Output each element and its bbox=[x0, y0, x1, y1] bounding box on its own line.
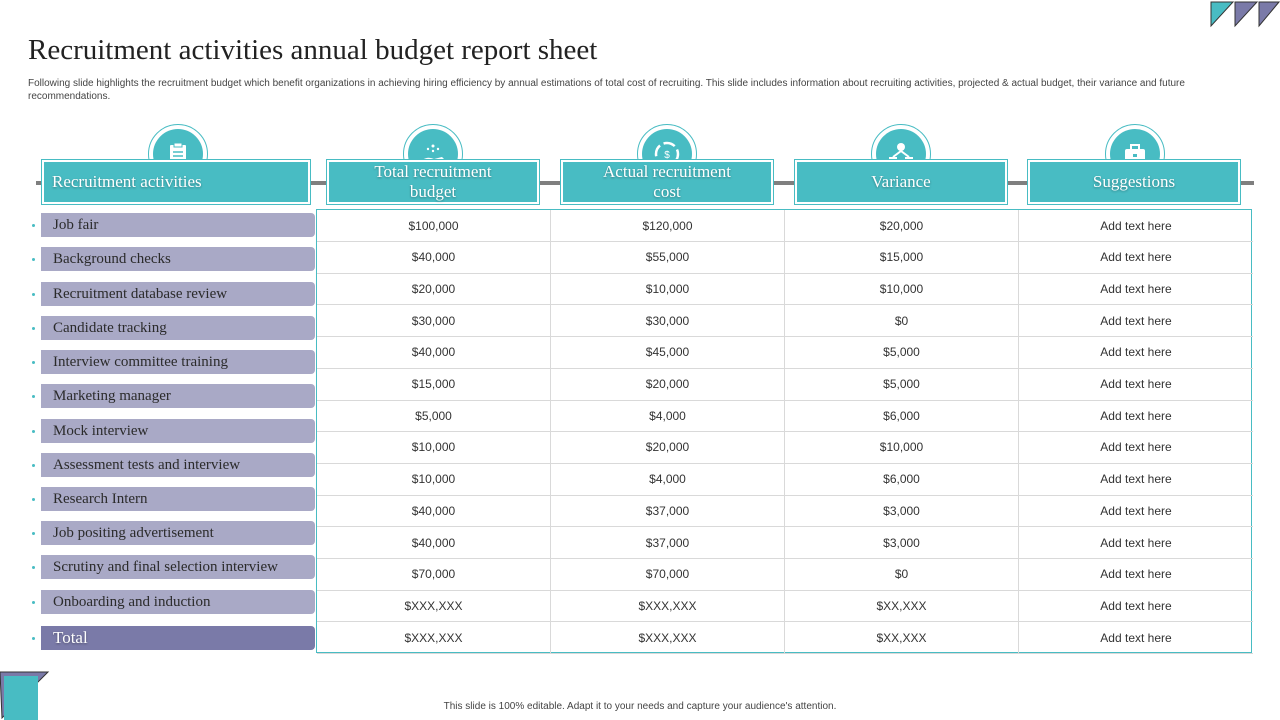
actual-cost-cell: $4,000 bbox=[551, 463, 785, 496]
row-bullet bbox=[32, 498, 35, 501]
suggestion-cell[interactable]: Add text here bbox=[1019, 369, 1253, 401]
budget-cell: $10,000 bbox=[317, 431, 551, 464]
row-bullet bbox=[32, 395, 35, 398]
row-bullet bbox=[32, 430, 35, 433]
variance-cell: $10,000 bbox=[785, 273, 1019, 306]
budget-cell: $40,000 bbox=[317, 495, 551, 528]
budget-cell: $5,000 bbox=[317, 400, 551, 433]
page-description: Following slide highlights the recruitme… bbox=[28, 78, 1185, 102]
activity-label: Research Intern bbox=[41, 487, 315, 511]
actual-cost-cell: $4,000 bbox=[551, 400, 785, 433]
variance-cell: $0 bbox=[785, 558, 1019, 591]
suggestion-cell[interactable]: Add text here bbox=[1019, 622, 1253, 655]
svg-text:$: $ bbox=[664, 150, 670, 161]
activity-label: Mock interview bbox=[41, 419, 315, 443]
budget-cell: $100,000 bbox=[317, 210, 551, 242]
header-variance: Variance bbox=[794, 159, 1008, 205]
variance-cell: $15,000 bbox=[785, 241, 1019, 274]
actual-cost-cell: $XXX,XXX bbox=[551, 590, 785, 623]
variance-cell: $10,000 bbox=[785, 431, 1019, 464]
suggestion-cell[interactable]: Add text here bbox=[1019, 337, 1253, 369]
variance-cell: $XX,XXX bbox=[785, 622, 1019, 655]
corner-decoration-icon bbox=[1210, 1, 1280, 28]
actual-cost-cell: $20,000 bbox=[551, 431, 785, 464]
budget-cell: $15,000 bbox=[317, 368, 551, 401]
suggestion-cell[interactable]: Add text here bbox=[1019, 210, 1253, 242]
activity-label: Scrutiny and final selection interview bbox=[41, 555, 315, 579]
budget-table: $100,000 $120,000 $20,000 Add text here $40,… bbox=[316, 209, 1253, 655]
row-bullet bbox=[32, 327, 35, 330]
activity-label: Marketing manager bbox=[41, 384, 315, 408]
row-bullet bbox=[32, 224, 35, 227]
total-label: Total bbox=[41, 626, 315, 650]
variance-cell: $0 bbox=[785, 305, 1019, 338]
suggestion-cell[interactable]: Add text here bbox=[1019, 242, 1253, 274]
header-actual-cost: Actual recruitment cost bbox=[560, 159, 774, 205]
header-recruitment-activities: Recruitment activities bbox=[41, 159, 311, 205]
row-bullet bbox=[32, 464, 35, 467]
activity-label: Onboarding and induction bbox=[41, 590, 315, 614]
budget-cell: $70,000 bbox=[317, 558, 551, 591]
header-total-budget-label: Total recruitment budget bbox=[374, 162, 492, 201]
suggestion-cell[interactable]: Add text here bbox=[1019, 305, 1253, 338]
budget-cell: $20,000 bbox=[317, 273, 551, 306]
actual-cost-cell: $45,000 bbox=[551, 336, 785, 369]
budget-cell: $XXX,XXX bbox=[317, 590, 551, 623]
row-bullet bbox=[32, 566, 35, 569]
row-bullet bbox=[32, 532, 35, 535]
suggestion-cell[interactable]: Add text here bbox=[1019, 273, 1253, 306]
page-title: Recruitment activities annual budget rep… bbox=[28, 34, 598, 66]
suggestion-cell[interactable]: Add text here bbox=[1019, 464, 1253, 496]
budget-cell: $30,000 bbox=[317, 305, 551, 338]
actual-cost-cell: $20,000 bbox=[551, 368, 785, 401]
header-suggestions: Suggestions bbox=[1027, 159, 1241, 205]
actual-cost-cell: $30,000 bbox=[551, 305, 785, 338]
suggestion-cell[interactable]: Add text here bbox=[1019, 527, 1253, 559]
suggestion-cell[interactable]: Add text here bbox=[1019, 590, 1253, 623]
activity-label: Assessment tests and interview bbox=[41, 453, 315, 477]
variance-cell: $3,000 bbox=[785, 527, 1019, 559]
variance-cell: $5,000 bbox=[785, 368, 1019, 401]
suggestion-cell[interactable]: Add text here bbox=[1019, 432, 1253, 464]
activity-label: Job positing advertisement bbox=[41, 521, 315, 545]
actual-cost-cell: $120,000 bbox=[551, 210, 785, 242]
row-bullet bbox=[32, 601, 35, 604]
budget-cell: $40,000 bbox=[317, 527, 551, 559]
actual-cost-cell: $37,000 bbox=[551, 527, 785, 559]
actual-cost-cell: $55,000 bbox=[551, 241, 785, 274]
corner-decoration-icon bbox=[0, 671, 50, 720]
header-actual-cost-label: Actual recruitment cost bbox=[603, 162, 731, 201]
variance-cell: $6,000 bbox=[785, 463, 1019, 496]
suggestion-cell[interactable]: Add text here bbox=[1019, 400, 1253, 433]
variance-cell: $3,000 bbox=[785, 495, 1019, 528]
actual-cost-cell: $10,000 bbox=[551, 273, 785, 306]
budget-cell: $40,000 bbox=[317, 336, 551, 369]
header-total-budget: Total recruitment budget bbox=[326, 159, 540, 205]
variance-cell: $5,000 bbox=[785, 336, 1019, 369]
footer-note: This slide is 100% editable. Adapt it to… bbox=[443, 701, 837, 712]
row-bullet bbox=[32, 361, 35, 364]
activity-label: Candidate tracking bbox=[41, 316, 315, 340]
row-bullet bbox=[32, 258, 35, 261]
variance-cell: $20,000 bbox=[785, 210, 1019, 242]
actual-cost-cell: $XXX,XXX bbox=[551, 622, 785, 655]
budget-cell: $10,000 bbox=[317, 463, 551, 496]
suggestion-cell[interactable]: Add text here bbox=[1019, 495, 1253, 528]
actual-cost-cell: $37,000 bbox=[551, 495, 785, 528]
activity-label: Background checks bbox=[41, 247, 315, 271]
variance-cell: $XX,XXX bbox=[785, 590, 1019, 623]
budget-cell: $40,000 bbox=[317, 241, 551, 274]
row-bullet bbox=[32, 293, 35, 296]
row-bullet bbox=[32, 637, 35, 640]
activity-label: Job fair bbox=[41, 213, 315, 237]
activity-label: Interview committee training bbox=[41, 350, 315, 374]
budget-cell: $XXX,XXX bbox=[317, 622, 551, 655]
activity-label: Recruitment database review bbox=[41, 282, 315, 306]
suggestion-cell[interactable]: Add text here bbox=[1019, 559, 1253, 591]
variance-cell: $6,000 bbox=[785, 400, 1019, 433]
actual-cost-cell: $70,000 bbox=[551, 558, 785, 591]
